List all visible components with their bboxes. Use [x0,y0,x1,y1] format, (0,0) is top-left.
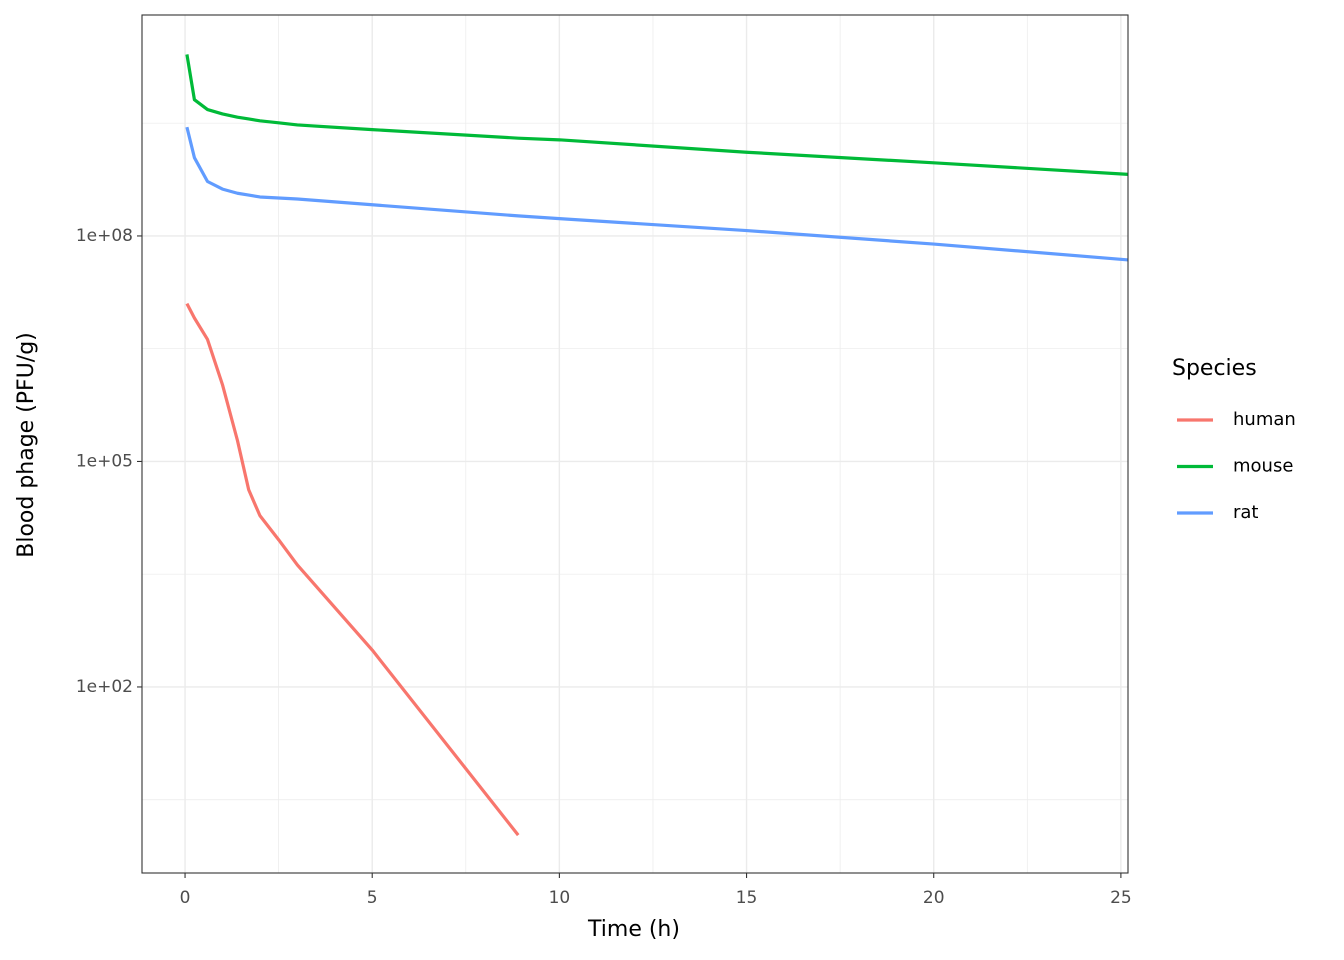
y-axis-title: Blood phage (PFU/g) [14,332,39,558]
x-tick-label: 10 [549,888,571,908]
x-tick-label: 25 [1110,888,1132,908]
x-axis-title: Time (h) [587,917,680,942]
y-tick-label: 1e+02 [76,677,133,697]
legend: human mouse rat [1177,409,1296,523]
x-tick-label: 5 [367,888,378,908]
legend-label: human [1233,409,1296,430]
plot-lines [185,54,1129,837]
x-tick-label: 0 [180,888,191,908]
legend-label: rat [1233,502,1259,523]
series-line [185,54,1129,176]
x-tick-label: 20 [923,888,945,908]
y-tick-label: 1e+08 [76,226,133,246]
panel-border [141,14,1129,874]
legend-title: Species [1172,356,1257,381]
series-line [185,126,1129,262]
series-line [185,302,520,837]
grid [142,15,1128,873]
legend-label: mouse [1233,456,1293,477]
y-tick-label: 1e+05 [76,451,133,471]
x-tick-label: 15 [736,888,758,908]
